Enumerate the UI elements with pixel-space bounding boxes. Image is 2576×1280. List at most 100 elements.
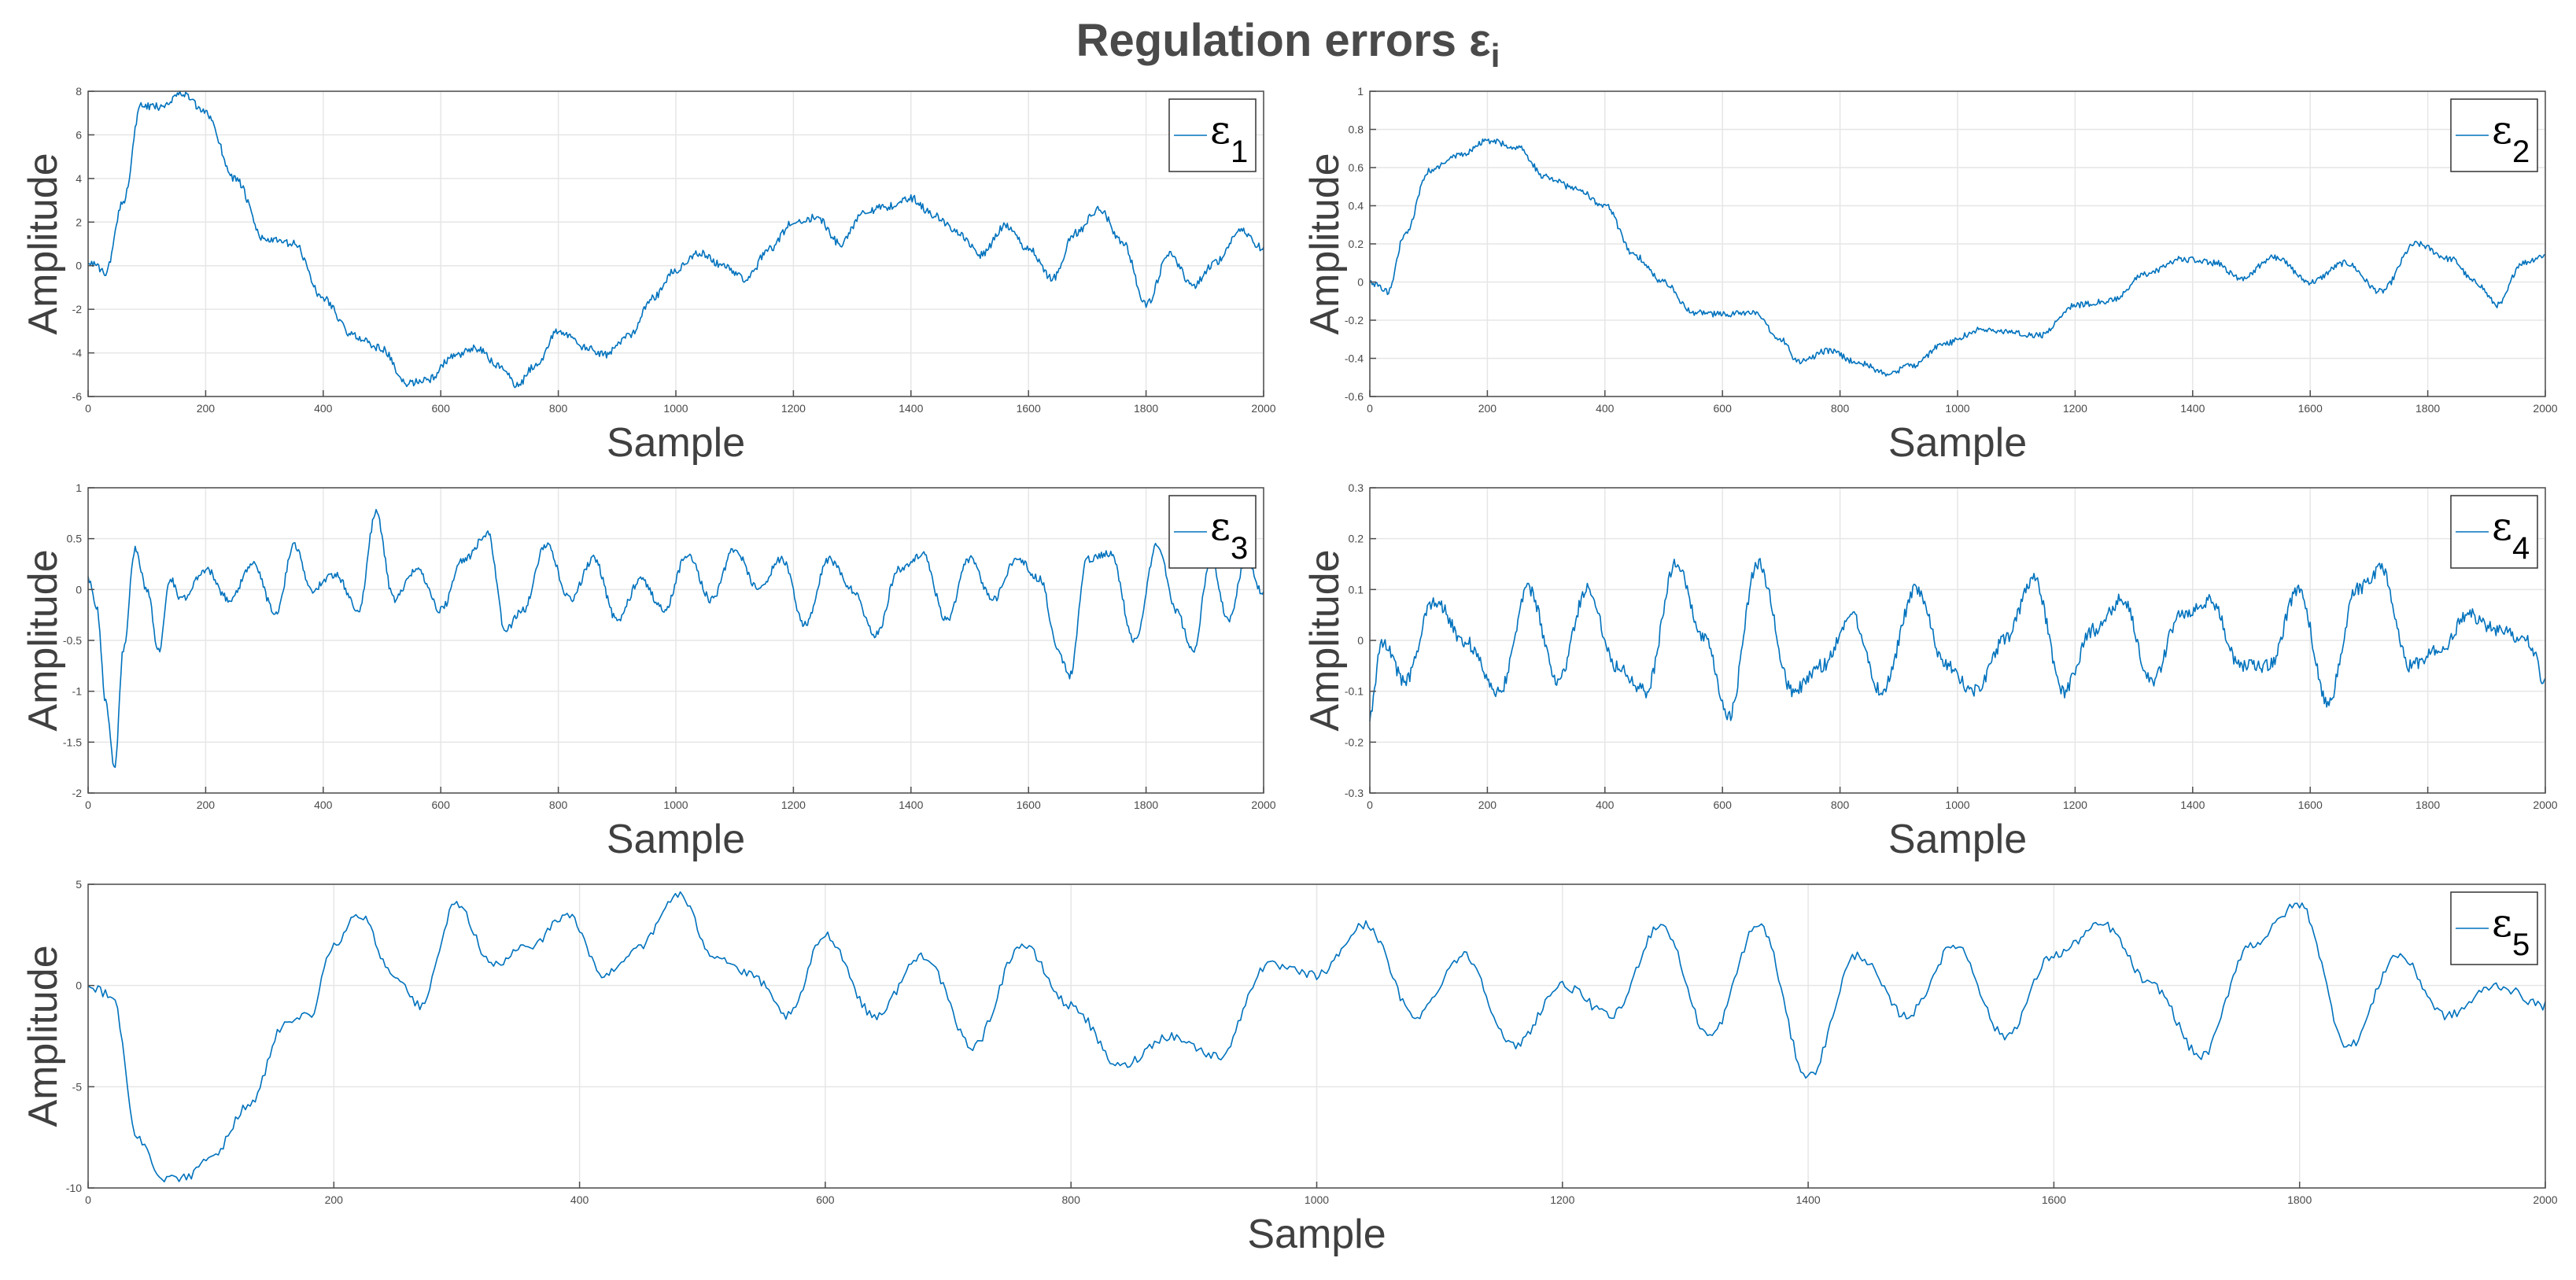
x-tick-label: 1600 [2298, 799, 2323, 811]
x-tick-label: 0 [85, 1193, 91, 1206]
legend-symbol: ε [2492, 900, 2512, 946]
y-tick-label: 0 [76, 260, 82, 272]
legend-symbol: ε [2492, 504, 2512, 549]
x-tick-label: 1800 [1134, 799, 1158, 811]
legend-subscript: 5 [2512, 928, 2530, 962]
y-tick-label: 6 [76, 128, 82, 141]
y-tick-label: 0 [76, 583, 82, 596]
y-tick-label: 0 [76, 979, 82, 992]
x-tick-label: 200 [1478, 799, 1497, 811]
series-line-5 [87, 891, 2546, 1182]
y-tick-label: -2 [72, 303, 83, 315]
x-tick-label: 1200 [781, 402, 806, 415]
y-tick-label: 0 [1357, 276, 1364, 289]
x-tick-label: 1600 [2042, 1193, 2066, 1206]
legend-symbol: ε [1210, 107, 1231, 153]
y-tick-label: 0.4 [1349, 200, 1364, 212]
chart-panel-3: 0 200 400 600 800 1000 1200 1400 1600 1800 2000 -2 -… [20, 481, 1276, 862]
x-tick-label: 1000 [1945, 402, 1969, 415]
x-tick-label: 2000 [1251, 402, 1275, 415]
y-tick-label: -0.2 [1345, 314, 1364, 326]
x-axis-label: Sample [607, 420, 745, 466]
x-tick-label: 800 [1831, 799, 1850, 811]
x-tick-label: 200 [197, 799, 216, 811]
legend-subscript: 2 [2512, 135, 2530, 169]
y-tick-label: 0.2 [1349, 238, 1364, 250]
x-tick-label: 2000 [2533, 1193, 2557, 1206]
x-tick-label: 800 [1831, 402, 1850, 415]
legend-symbol: ε [1210, 504, 1231, 549]
y-tick-label: -1.5 [63, 736, 82, 748]
x-tick-label: 2000 [2533, 799, 2557, 811]
x-tick-label: 400 [314, 402, 333, 415]
x-tick-label: 1000 [1305, 1193, 1329, 1206]
y-tick-label: -0.5 [63, 634, 82, 647]
x-tick-label: 800 [1062, 1193, 1081, 1206]
x-tick-label: 1800 [1134, 402, 1158, 415]
x-tick-label: 600 [816, 1193, 835, 1206]
x-axis-label: Sample [1888, 817, 2027, 862]
y-tick-label: 2 [76, 216, 82, 228]
x-tick-label: 0 [85, 799, 91, 811]
x-axis-label: Sample [607, 817, 745, 862]
x-tick-label: 1600 [2298, 402, 2323, 415]
y-tick-label: 0.8 [1349, 124, 1364, 136]
y-axis-label: Amplitude [1302, 153, 1348, 334]
x-tick-label: 400 [1596, 402, 1615, 415]
y-tick-label: -2 [72, 787, 83, 799]
figure-title-subscript: i [1490, 37, 1500, 74]
y-tick-label: -0.4 [1345, 352, 1364, 365]
x-tick-label: 0 [1367, 402, 1373, 415]
x-tick-label: 1400 [2180, 799, 2205, 811]
x-tick-label: 1800 [2415, 402, 2440, 415]
legend-subscript: 3 [1231, 531, 1248, 566]
y-tick-label: 0 [1357, 634, 1364, 647]
x-tick-label: 400 [314, 799, 333, 811]
y-tick-label: 1 [1357, 85, 1364, 98]
y-tick-label: 0.1 [1349, 583, 1364, 596]
y-tick-label: -0.2 [1345, 736, 1364, 748]
x-axis-label: Sample [1888, 420, 2027, 466]
y-tick-label: -0.6 [1345, 390, 1364, 403]
y-tick-label: 0.5 [67, 533, 83, 545]
y-tick-label: -0.1 [1345, 685, 1364, 698]
x-tick-label: 600 [432, 799, 451, 811]
x-tick-label: 1800 [2287, 1193, 2312, 1206]
legend-box [1168, 98, 1257, 172]
x-tick-label: 800 [549, 402, 568, 415]
series-line-1 [87, 90, 1264, 389]
x-tick-label: 1200 [2063, 799, 2087, 811]
x-tick-label: 400 [1596, 799, 1615, 811]
chart-panel-4: 0 200 400 600 800 1000 1200 1400 1600 1800 2000 -0.… [1302, 481, 2558, 862]
legend-subscript: 4 [2512, 531, 2530, 566]
legend-symbol: ε [2492, 107, 2512, 153]
chart-panel-2: 0 200 400 600 800 1000 1200 1400 1600 1800 2000 -0.… [1302, 85, 2558, 466]
x-tick-label: 600 [1714, 799, 1733, 811]
figure-title: Regulation errors εi [0, 14, 2576, 75]
x-tick-label: 1800 [2415, 799, 2440, 811]
y-tick-label: -10 [66, 1182, 82, 1194]
x-tick-label: 1000 [663, 402, 688, 415]
x-tick-label: 200 [197, 402, 216, 415]
x-tick-label: 400 [570, 1193, 589, 1206]
x-axis-label: Sample [1247, 1212, 1386, 1257]
y-tick-label: -6 [72, 390, 83, 403]
x-tick-label: 1200 [2063, 402, 2087, 415]
chart-panel-1: 0 200 400 600 800 1000 1200 1400 1600 1800 2000 -6 -… [20, 85, 1276, 466]
x-tick-label: 0 [1367, 799, 1373, 811]
x-tick-label: 1600 [1017, 799, 1041, 811]
series-line-4 [1369, 558, 2546, 721]
y-tick-label: -4 [72, 347, 83, 360]
x-tick-label: 2000 [1251, 799, 1275, 811]
x-tick-label: 1400 [1796, 1193, 1821, 1206]
y-axis-label: Amplitude [20, 153, 66, 334]
x-tick-label: 600 [432, 402, 451, 415]
y-tick-label: 4 [76, 172, 82, 185]
y-tick-label: -1 [72, 685, 83, 698]
x-tick-label: 1000 [1945, 799, 1969, 811]
x-tick-label: 1400 [2180, 402, 2205, 415]
x-tick-label: 1600 [1017, 402, 1041, 415]
x-tick-label: 1400 [899, 402, 923, 415]
y-axis-label: Amplitude [20, 945, 66, 1127]
